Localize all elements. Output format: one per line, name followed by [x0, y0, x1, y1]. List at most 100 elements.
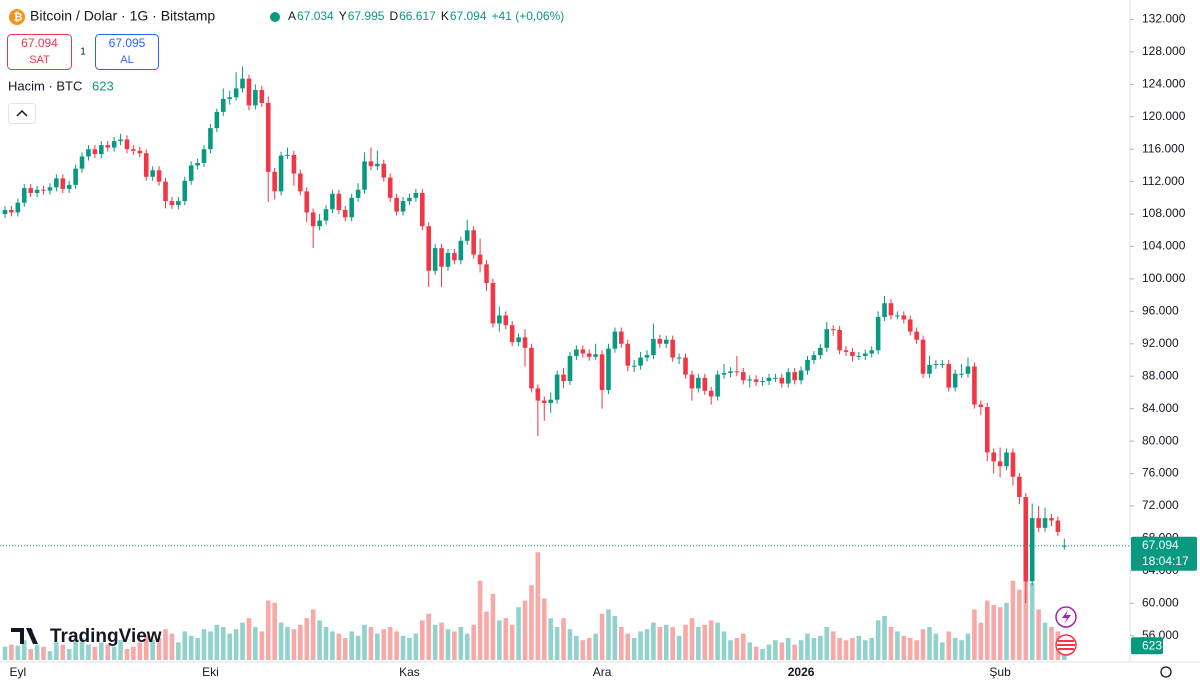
candle-body — [798, 370, 804, 381]
volume-bar — [805, 633, 810, 660]
last-price-label: 67.094 — [1142, 538, 1179, 552]
candle-body — [606, 348, 611, 390]
collapse-button[interactable] — [8, 103, 36, 124]
volume-bar — [638, 631, 643, 660]
candle-body — [689, 374, 695, 389]
candle-body — [554, 374, 560, 400]
ohlc-value: 67.995 — [348, 9, 385, 23]
candle-body — [387, 177, 393, 198]
candle-body — [1017, 476, 1022, 498]
candle-body — [291, 154, 297, 174]
volume-bar — [946, 631, 952, 660]
settings-icon[interactable] — [1160, 666, 1172, 678]
volume-bar — [888, 627, 894, 660]
candle-body — [432, 248, 438, 271]
ohlc-values: A 67.034 Y 67.995 D 66.617 K 67.094 +41 (+0,06%) — [288, 9, 564, 23]
volume-bar — [291, 629, 297, 660]
candle-body — [657, 338, 663, 344]
volume-bar — [516, 607, 521, 660]
candle-body — [708, 390, 714, 397]
volume-bar — [394, 631, 399, 660]
volume-bar — [741, 633, 746, 660]
volume-bar — [991, 605, 996, 660]
volume-bar — [869, 638, 874, 660]
volume-bar — [856, 635, 862, 660]
volume-bar — [92, 646, 98, 660]
volume-bar — [753, 646, 759, 660]
candle-body — [920, 339, 926, 374]
volume-bar — [837, 638, 842, 660]
candle-body — [882, 303, 887, 318]
volume-bar — [715, 622, 720, 660]
candle-body — [1042, 518, 1048, 528]
volume-bar — [375, 633, 380, 660]
volume-bar — [670, 627, 675, 660]
volume-bar — [811, 638, 817, 660]
volume-bar — [978, 622, 984, 660]
candle-body — [163, 181, 168, 202]
volume-bar — [708, 620, 714, 660]
volume-bar — [176, 642, 181, 660]
volume-bar — [208, 631, 213, 660]
candle-body — [522, 337, 528, 348]
ohlc-key: K — [441, 9, 449, 23]
candle-body — [837, 330, 842, 351]
volume-legend-label: Hacim · BTC — [8, 78, 82, 93]
volume-bar — [599, 613, 605, 660]
volume-bar — [477, 580, 483, 660]
candle-body — [946, 364, 952, 388]
volume-bar — [625, 633, 631, 660]
candle-body — [644, 355, 650, 358]
candle-body — [464, 230, 470, 241]
candle-body — [843, 350, 849, 352]
candle-body — [484, 264, 489, 283]
candle-body — [638, 357, 643, 366]
volume-bar — [760, 649, 765, 660]
candle-body — [683, 357, 688, 375]
volume-bar — [2, 646, 8, 660]
candle-body — [824, 329, 830, 348]
price-change: +41 (+0,06%) — [492, 9, 565, 23]
volume-bar — [933, 633, 939, 660]
y-tick-label: 108.000 — [1142, 206, 1186, 220]
volume-bar — [265, 600, 271, 660]
candle-body — [509, 325, 515, 343]
market-status[interactable] — [270, 12, 280, 22]
volume-bar — [407, 638, 412, 660]
candle-body — [978, 404, 984, 408]
volume-bar — [920, 629, 926, 660]
candle-body — [1055, 520, 1061, 532]
candle-body — [741, 372, 746, 381]
buy-label: AL — [120, 54, 133, 66]
candle-body — [176, 201, 181, 206]
candle-body — [336, 193, 342, 210]
volume-bar — [484, 611, 489, 660]
candle-body — [1036, 518, 1041, 528]
x-tick-label: Eki — [202, 665, 219, 679]
candle-body — [368, 161, 374, 167]
candle-body — [619, 331, 624, 344]
candle-body — [355, 189, 361, 198]
candle-body — [73, 168, 78, 185]
candle-body — [997, 461, 1003, 467]
buy-button[interactable] — [95, 34, 159, 70]
candle-body — [1004, 452, 1009, 467]
candle-body — [869, 350, 874, 354]
collapse-icon — [16, 109, 28, 117]
candle-body — [792, 372, 797, 381]
countdown: 18:04:17 — [1142, 554, 1189, 568]
candle-body — [959, 373, 964, 375]
candle-body — [830, 329, 836, 331]
candle-body — [901, 315, 907, 320]
candle-body — [862, 353, 868, 356]
sell-button[interactable] — [7, 34, 72, 70]
candle-body — [715, 374, 720, 397]
volume-bar — [959, 640, 964, 660]
candle-body — [79, 156, 85, 169]
candle-body — [1062, 545, 1067, 547]
candle-body — [721, 372, 727, 375]
volume-bar — [15, 645, 21, 660]
volume-bar — [914, 640, 919, 660]
candle-body — [375, 163, 380, 167]
